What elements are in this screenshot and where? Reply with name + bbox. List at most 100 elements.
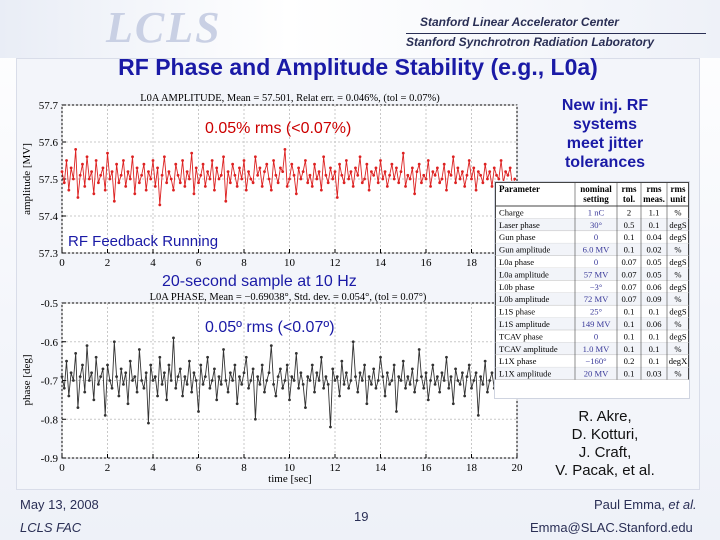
table-cell: 2 bbox=[627, 207, 631, 217]
table-cell: 0.07 bbox=[621, 269, 637, 279]
side-note-line: tolerances bbox=[564, 154, 646, 171]
org-line-ssrl: Stanford Synchrotron Radiation Laborator… bbox=[406, 35, 655, 49]
table-cell: −160° bbox=[585, 356, 607, 366]
table-cell: L1S phase bbox=[499, 307, 535, 317]
table-cell: 0.03 bbox=[646, 369, 661, 379]
side-note-line: New inj. RF bbox=[561, 97, 649, 114]
table-cell: 0.1 bbox=[649, 220, 660, 230]
table-cell: % bbox=[674, 207, 681, 217]
table-cell: 0.07 bbox=[621, 282, 637, 292]
table-cell: 0.09 bbox=[646, 294, 661, 304]
author-line: R. Akre, bbox=[578, 408, 632, 425]
table-cell: 72 MV bbox=[584, 294, 609, 304]
table-header-cell: nominal bbox=[580, 184, 612, 194]
table-cell: 0.1 bbox=[624, 331, 635, 341]
table-cell: degS bbox=[669, 331, 686, 341]
table-cell: degS bbox=[669, 232, 686, 242]
footer-presenter: Paul Emma, et al. bbox=[594, 497, 697, 512]
table-cell: 0.1 bbox=[624, 232, 635, 242]
table-row-stripe bbox=[496, 218, 688, 231]
table-cell: 0.1 bbox=[649, 356, 660, 366]
table-cell: TCAV phase bbox=[499, 331, 543, 341]
org-line-slac: Stanford Linear Accelerator Center bbox=[420, 15, 619, 29]
table-row-stripe bbox=[496, 317, 688, 330]
table-row-stripe bbox=[496, 243, 688, 256]
footer-email: Emma@SLAC.Stanford.edu bbox=[530, 520, 693, 535]
table-cell: TCAV amplitude bbox=[499, 344, 558, 354]
table-cell: 0.5 bbox=[624, 220, 635, 230]
table-cell: 0.1 bbox=[624, 369, 635, 379]
table-cell: Charge bbox=[499, 207, 524, 217]
table-cell: 0.06 bbox=[646, 282, 662, 292]
table-cell: 0.02 bbox=[646, 245, 661, 255]
table-cell: degS bbox=[669, 257, 686, 267]
authors: R. Akre, D. Kotturi, J. Craft, V. Pacak,… bbox=[540, 408, 670, 480]
table-cell: 0.05 bbox=[646, 257, 661, 267]
table-cell: 0.1 bbox=[624, 307, 635, 317]
table-header-cell: setting bbox=[583, 194, 609, 204]
table-cell: % bbox=[674, 294, 681, 304]
table-cell: 0.06 bbox=[646, 319, 662, 329]
table-row-stripe bbox=[496, 292, 688, 306]
rf-parameter-table: Parameter nominal setting rms tol. rms meas. rm… bbox=[494, 181, 690, 399]
table-cell: 1.1 bbox=[649, 207, 660, 217]
table-cell: 0.1 bbox=[624, 344, 635, 354]
side-note-line: meet jitter bbox=[566, 135, 644, 152]
table-cell: L0a phase bbox=[499, 257, 534, 267]
author-line: J. Craft, bbox=[578, 444, 632, 461]
page-number: 19 bbox=[354, 509, 369, 524]
table-cell: −3° bbox=[590, 282, 603, 292]
table-header-cell: meas. bbox=[643, 194, 665, 204]
table-cell: 0.1 bbox=[624, 319, 635, 329]
table-cell: % bbox=[674, 369, 681, 379]
author-line: D. Kotturi, bbox=[571, 426, 639, 443]
rf-parameter-table-graphic: Parameter nominalsettingrmstol.rmsmeas.rm… bbox=[495, 182, 689, 380]
header-band bbox=[0, 0, 720, 58]
table-header-cell: Parameter bbox=[499, 184, 540, 194]
table-cell: 0.07 bbox=[621, 294, 637, 304]
table-cell: degX bbox=[669, 356, 688, 366]
presenter-name: Paul Emma, bbox=[594, 497, 669, 512]
table-cell: 0.1 bbox=[649, 307, 660, 317]
table-cell: L0b amplitude bbox=[499, 294, 550, 304]
table-cell: L1S amplitude bbox=[499, 319, 550, 329]
presenter-etal: et al. bbox=[668, 497, 697, 512]
table-cell: L1X phase bbox=[499, 356, 537, 366]
table-cell: 0.07 bbox=[621, 257, 637, 267]
table-cell: L0b phase bbox=[499, 282, 535, 292]
table-cell: 0.05 bbox=[646, 269, 661, 279]
table-cell: 6.0 MV bbox=[583, 245, 611, 255]
header-divider bbox=[406, 33, 706, 34]
side-note-line: systems bbox=[572, 116, 638, 133]
footer-event: LCLS FAC bbox=[20, 520, 82, 535]
table-cell: Laser phase bbox=[499, 220, 540, 230]
table-cell: % bbox=[674, 269, 681, 279]
table-cell: 149 MV bbox=[582, 319, 612, 329]
table-header-cell: rms bbox=[671, 184, 686, 194]
table-cell: 30° bbox=[590, 220, 603, 230]
table-cell: 1 nC bbox=[588, 207, 605, 217]
table-row-stripe bbox=[496, 342, 688, 355]
table-header-cell: rms bbox=[647, 184, 662, 194]
table-cell: degS bbox=[669, 307, 686, 317]
slide-title: RF Phase and Amplitude Stability (e.g., … bbox=[118, 54, 598, 80]
table-cell: degS bbox=[669, 220, 686, 230]
table-cell: % bbox=[674, 344, 681, 354]
footer-date: May 13, 2008 bbox=[20, 497, 99, 512]
table-cell: degS bbox=[669, 282, 686, 292]
table-cell: L1X amplitude bbox=[499, 369, 551, 379]
author-line: V. Pacak, et al. bbox=[555, 462, 655, 479]
side-note: New inj. RF systems meet jitter toleranc… bbox=[540, 96, 670, 172]
table-cell: 0.2 bbox=[624, 356, 635, 366]
table-header-cell: rms bbox=[622, 184, 637, 194]
lcls-logo: LCLS bbox=[106, 3, 222, 52]
table-row-stripe bbox=[496, 367, 688, 380]
table-row-stripe bbox=[496, 268, 688, 281]
table-cell: 0 bbox=[594, 331, 598, 341]
table-cell: 57 MV bbox=[584, 269, 609, 279]
table-cell: 0 bbox=[594, 232, 598, 242]
table-cell: 0.1 bbox=[649, 344, 660, 354]
table-cell: 0.04 bbox=[646, 232, 662, 242]
table-cell: 25° bbox=[590, 307, 603, 317]
table-cell: L0a amplitude bbox=[499, 269, 549, 279]
